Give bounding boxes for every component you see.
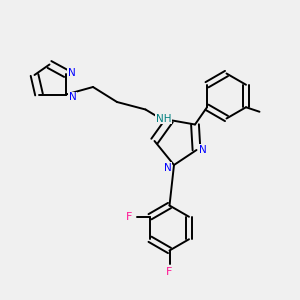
Text: N: N	[69, 92, 76, 103]
Text: F: F	[166, 267, 173, 278]
Text: NH: NH	[156, 113, 171, 124]
Text: F: F	[126, 212, 132, 222]
Text: N: N	[164, 163, 171, 173]
Text: N: N	[199, 145, 207, 155]
Text: N: N	[68, 68, 75, 79]
